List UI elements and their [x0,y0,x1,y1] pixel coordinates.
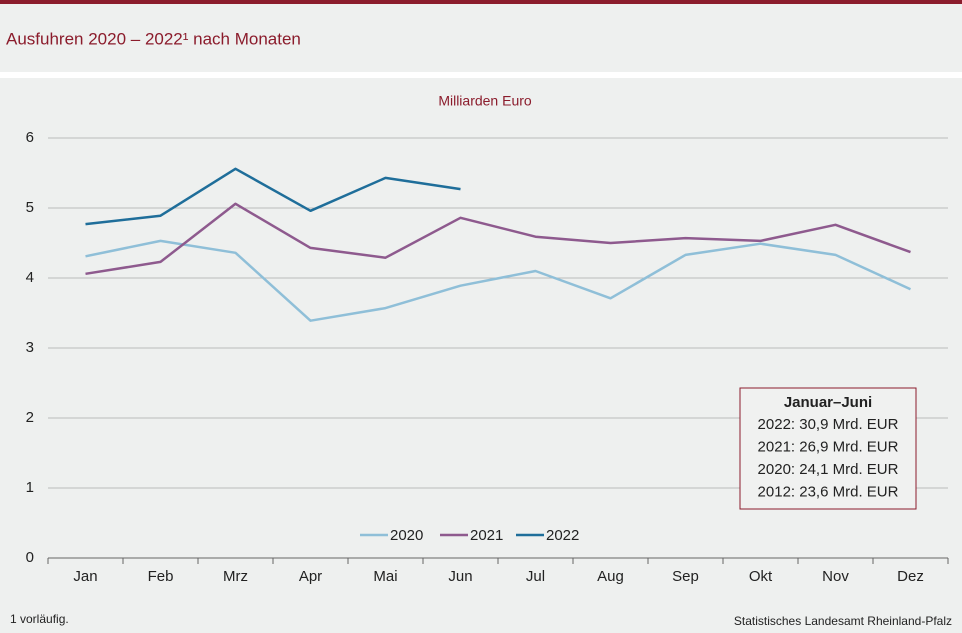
series-line [85,167,461,226]
x-tick-label: Feb [148,568,174,585]
legend-label: 2020 [390,527,423,544]
x-tick-label: Apr [299,568,322,585]
y-tick-label: 2 [26,409,34,426]
legend-label: 2022 [546,527,579,544]
series-line [85,202,911,276]
axis-unit: Milliarden Euro [438,93,532,109]
x-tick-label: Jun [448,568,472,585]
annotation-box [739,387,917,510]
y-tick-label: 6 [26,129,34,146]
annotation-line: 2022: 30,9 Mrd. EUR [758,416,899,433]
x-tick-label: Nov [822,568,849,585]
annotation-title: Januar–Juni [784,394,872,411]
chart-title: Ausfuhren 2020 – 2022¹ nach Monaten [6,29,301,48]
top-bar [0,0,962,4]
y-tick-label: 0 [26,549,34,566]
y-tick-label: 1 [26,479,34,496]
y-tick-label: 3 [26,339,34,356]
footnote: 1 vorläufig. [10,612,69,626]
source: Statistisches Landesamt Rheinland-Pfalz [734,614,952,628]
x-tick-label: Dez [897,568,924,585]
x-tick-label: Sep [672,568,699,585]
x-tick-label: Okt [749,568,773,585]
legend-label: 2021 [470,527,503,544]
annotation-line: 2012: 23,6 Mrd. EUR [758,483,899,500]
y-tick-label: 4 [26,269,34,286]
annotation-line: 2021: 26,9 Mrd. EUR [758,438,899,455]
x-tick-label: Mrz [223,568,248,585]
separator [0,72,962,78]
x-tick-label: Jul [526,568,545,585]
x-tick-label: Jan [73,568,97,585]
x-tick-label: Aug [597,568,624,585]
annotation-line: 2020: 24,1 Mrd. EUR [758,461,899,478]
series-line [85,239,912,322]
x-tick-label: Mai [373,568,397,585]
y-tick-label: 5 [26,199,34,216]
